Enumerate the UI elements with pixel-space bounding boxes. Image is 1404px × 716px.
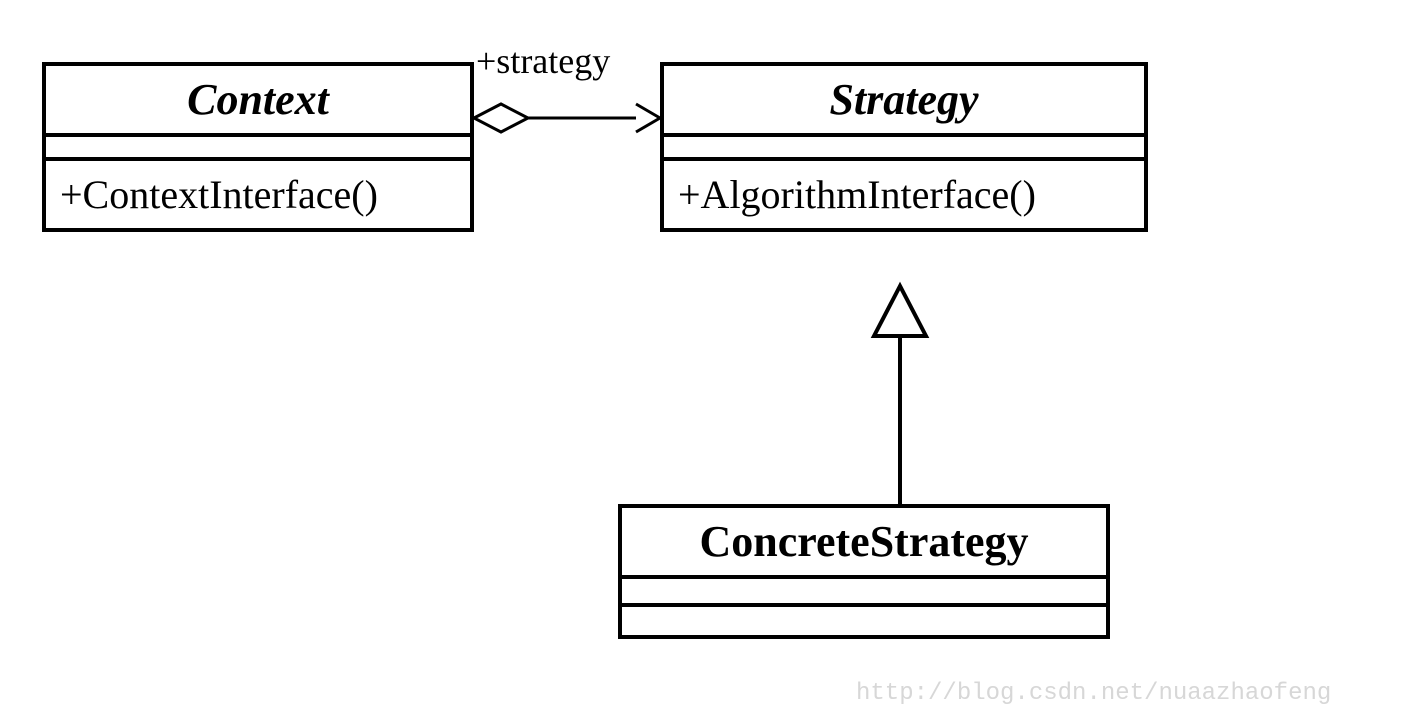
uml-class-concrete-strategy-ops	[622, 607, 1106, 635]
aggregation-edge	[474, 104, 660, 132]
uml-class-strategy-ops: +AlgorithmInterface()	[664, 161, 1144, 228]
arrowhead-icon	[636, 104, 660, 132]
uml-class-strategy-name: Strategy	[664, 66, 1144, 137]
uml-class-strategy: Strategy +AlgorithmInterface()	[660, 62, 1148, 232]
generalization-edge	[874, 286, 926, 504]
uml-class-context-name: Context	[46, 66, 470, 137]
watermark-text: http://blog.csdn.net/nuaazhaofeng	[856, 680, 1331, 707]
uml-class-concrete-strategy: ConcreteStrategy	[618, 504, 1110, 639]
aggregation-diamond-icon	[474, 104, 528, 132]
aggregation-edge-label: +strategy	[476, 40, 610, 82]
uml-class-concrete-strategy-attrs	[622, 579, 1106, 607]
uml-class-context-attrs	[46, 137, 470, 161]
generalization-triangle-icon	[874, 286, 926, 336]
uml-class-concrete-strategy-name: ConcreteStrategy	[622, 508, 1106, 579]
uml-class-strategy-attrs	[664, 137, 1144, 161]
uml-class-context-ops: +ContextInterface()	[46, 161, 470, 228]
uml-class-context: Context +ContextInterface()	[42, 62, 474, 232]
